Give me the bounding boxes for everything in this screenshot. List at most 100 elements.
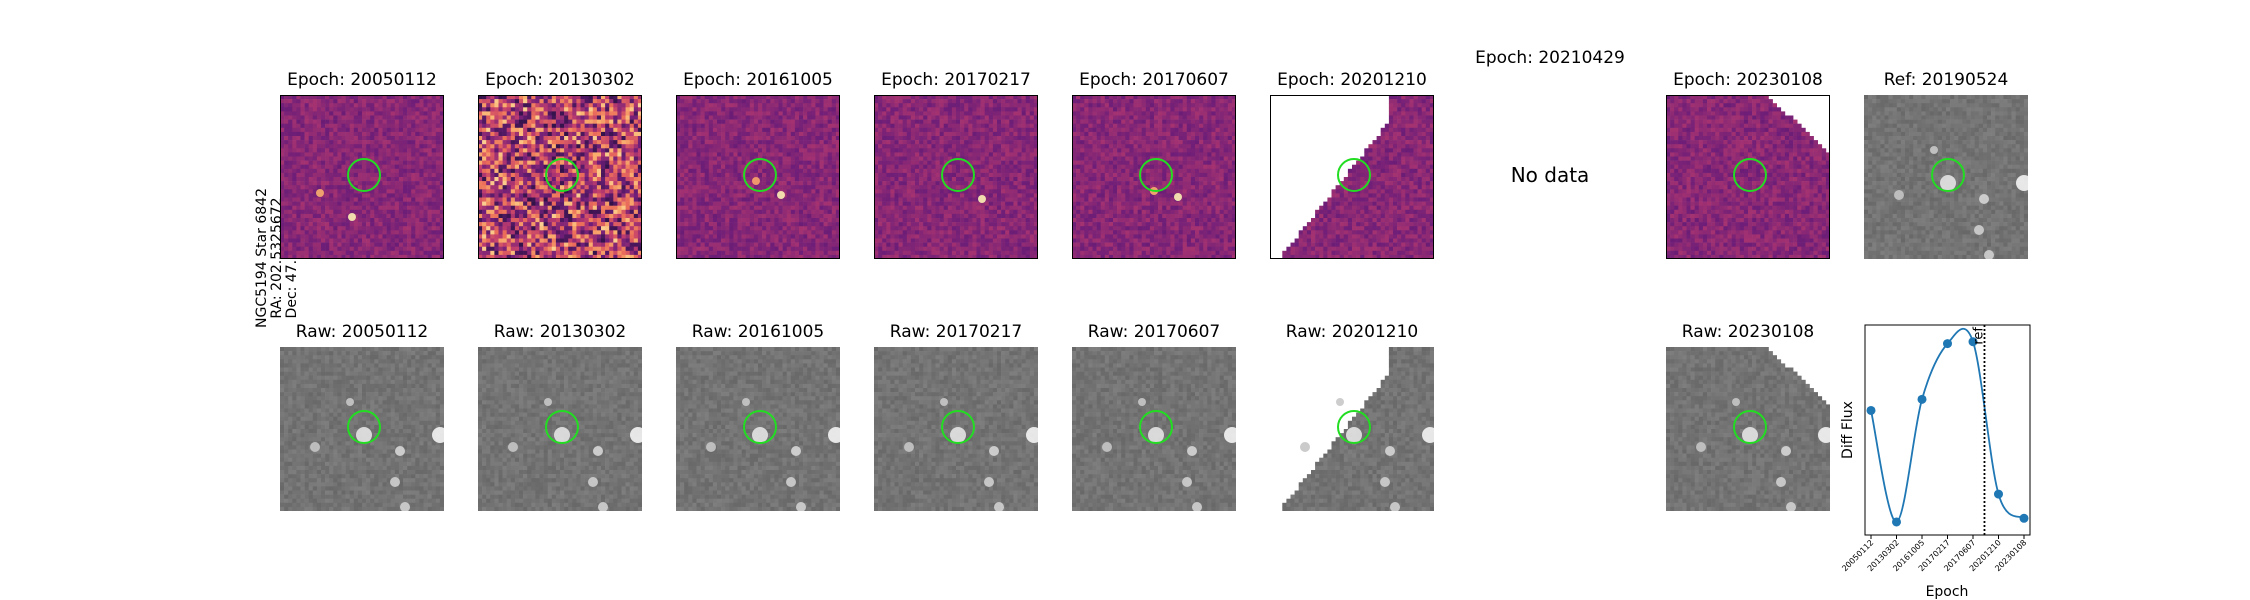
raw-title-4: Raw: 20170607 <box>1034 322 1274 342</box>
source-blob <box>706 442 716 452</box>
source-blob <box>1346 427 1362 443</box>
epoch-panel-2 <box>676 95 840 259</box>
source-blob <box>1380 477 1390 487</box>
panel-frame <box>478 95 642 259</box>
epoch-title-8: Ref: 20190524 <box>1826 70 2066 90</box>
panel-frame <box>874 95 1038 259</box>
raw-panel-4-image <box>1072 347 1236 511</box>
epoch-panel-8 <box>1864 95 2028 259</box>
source-blob <box>1776 477 1786 487</box>
raw-panel-4 <box>1072 347 1236 511</box>
panel-frame <box>1270 95 1434 259</box>
source-blob <box>1940 175 1956 191</box>
source-blob <box>1390 502 1400 511</box>
epoch-panel-0-image <box>280 95 444 259</box>
source-blob <box>1979 194 1989 204</box>
epoch-title-3: Epoch: 20170217 <box>836 70 1076 90</box>
target-circle <box>545 410 579 444</box>
epoch-title-0: Epoch: 20050112 <box>242 70 482 90</box>
epoch-panel-1 <box>478 95 642 259</box>
raw-title-7: Raw: 20230108 <box>1628 322 1868 342</box>
source-blob <box>348 213 356 221</box>
raw-panel-5 <box>1270 347 1434 511</box>
target-circle <box>941 410 975 444</box>
source-blob <box>1174 193 1182 201</box>
pixel-grid <box>280 95 444 259</box>
source-blob <box>508 442 518 452</box>
data-point-20230108 <box>2019 513 2029 523</box>
raw-panel-7 <box>1666 347 1830 511</box>
target-circle <box>1733 410 1767 444</box>
source-blob <box>940 398 948 406</box>
source-blob <box>395 446 405 456</box>
source-blob <box>828 427 840 443</box>
source-blob <box>630 427 642 443</box>
raw-panel-7-image <box>1666 347 1830 511</box>
source-blob <box>904 442 914 452</box>
panel-frame <box>280 95 444 259</box>
epoch-panel-3 <box>874 95 1038 259</box>
target-circle <box>743 158 777 192</box>
epoch-panel-4-image <box>1072 95 1236 259</box>
target-circle <box>1337 410 1371 444</box>
source-blob <box>978 195 986 203</box>
source-blob <box>752 177 760 185</box>
pixel-grid <box>1072 347 1236 511</box>
raw-panel-1 <box>478 347 642 511</box>
epoch-title-2: Epoch: 20161005 <box>638 70 878 90</box>
pixel-grid <box>676 95 840 259</box>
pixel-grid <box>1282 95 1434 259</box>
raw-panel-1-image <box>478 347 642 511</box>
pixel-grid <box>1282 347 1434 511</box>
raw-panel-3 <box>874 347 1038 511</box>
source-blob <box>1781 446 1791 456</box>
source-blob <box>1300 442 1310 452</box>
x-axis-label: Epoch <box>1926 584 1969 600</box>
data-point-20201210 <box>1994 489 2003 499</box>
target-circle <box>347 158 381 192</box>
source-blob <box>791 446 801 456</box>
source-blob <box>994 502 1004 511</box>
target-circle <box>743 410 777 444</box>
source-blob <box>544 398 552 406</box>
source-blob <box>1336 398 1344 406</box>
y-axis-label: Diff Flux <box>1840 401 1856 459</box>
source-blob <box>356 427 372 443</box>
source-blob <box>1786 502 1796 511</box>
source-blob <box>346 398 354 406</box>
epoch-panel-8-image <box>1864 95 2028 259</box>
epoch-title-5: Epoch: 20201210 <box>1232 70 1472 90</box>
x-tick-group: 2005011220130302201610052017021720170607… <box>1840 535 2028 573</box>
pixel-grid <box>1072 95 1236 259</box>
source-blob <box>1026 427 1038 443</box>
pixel-grid <box>478 95 642 259</box>
source-blob <box>984 477 994 487</box>
source-blob <box>1984 250 1994 259</box>
star-name: NGC5194 Star 6842 <box>254 183 270 333</box>
data-point-20161005 <box>1917 394 1927 404</box>
target-circle <box>1139 410 1173 444</box>
source-blob <box>777 191 785 199</box>
no-data-label: No data <box>1450 163 1650 187</box>
raw-panel-3-image <box>874 347 1038 511</box>
target-circle <box>1139 158 1173 192</box>
source-blob <box>786 477 796 487</box>
epoch-panel-3-image <box>874 95 1038 259</box>
light-curve-chart: 2005011220130302201610052017021720170607… <box>1840 324 2031 600</box>
raw-title-1: Raw: 20130302 <box>440 322 680 342</box>
source-blob <box>554 427 570 443</box>
source-blob <box>390 477 400 487</box>
target-circle <box>1337 158 1371 192</box>
epoch-panel-4 <box>1072 95 1236 259</box>
source-blob <box>1138 398 1146 406</box>
source-blob <box>1894 190 1904 200</box>
raw-title-5: Raw: 20201210 <box>1232 322 1472 342</box>
data-point-20170607 <box>1968 337 1978 347</box>
source-blob <box>1974 225 1984 235</box>
source-blob <box>1696 442 1706 452</box>
source-blob <box>950 427 966 443</box>
epoch-title-1: Epoch: 20130302 <box>440 70 680 90</box>
source-blob <box>1742 427 1758 443</box>
epoch-panel-7 <box>1666 95 1830 259</box>
source-blob <box>1422 427 1434 443</box>
